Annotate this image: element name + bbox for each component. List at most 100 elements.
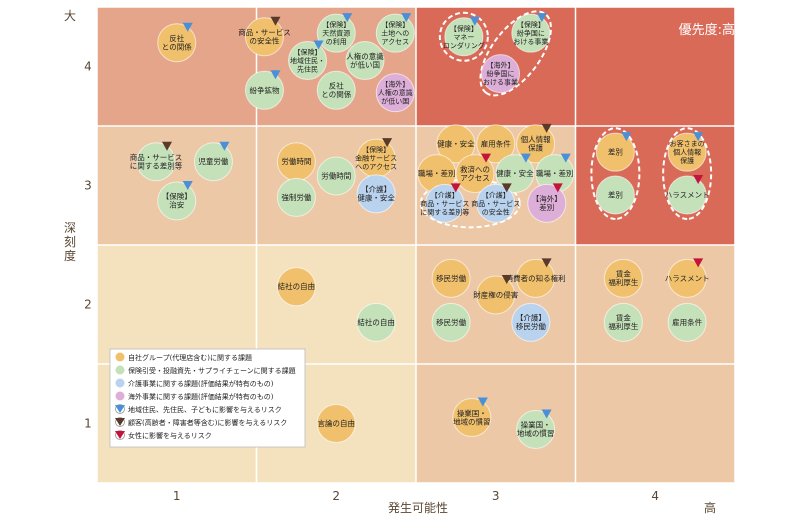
risk-bubble: 【海外】差別 <box>527 183 567 223</box>
bubble-label: 先住民 <box>297 65 318 74</box>
bubble-label: 差別 <box>608 190 623 200</box>
risk-triangle-marker <box>270 70 281 80</box>
bubble-circle <box>431 302 471 342</box>
bubble-circle <box>375 13 415 53</box>
legend: 自社グループ(代理店含む)に関する課題保険引受・投融資先・サプライチェーンに関す… <box>109 348 306 448</box>
risk-triangle-marker <box>481 153 492 163</box>
bubble-label: 【海外】 <box>487 61 515 70</box>
legend-label: 海外事業に関する課題(評価結果が特有のもの) <box>128 392 274 401</box>
risk-triangle-marker <box>182 22 193 32</box>
risk-triangle-marker <box>182 180 193 190</box>
bubble-label: 地域の慣習 <box>517 428 555 438</box>
bubble-label: 【保険】 <box>162 192 192 201</box>
dashed-group-outline <box>662 127 713 221</box>
risk-triangle-marker <box>162 141 173 151</box>
bubble-label: 移民労働 <box>436 317 466 327</box>
bubble-label: 消費者の知る権利 <box>506 273 566 283</box>
bubble-label: 【介護】 <box>361 184 391 194</box>
y-tick-label: 3 <box>84 179 92 193</box>
risk-bubble: 財産権の侵害 <box>473 274 519 315</box>
bubble-label: 商品・サービス <box>471 199 520 208</box>
bubble-label: 保護 <box>528 143 543 153</box>
risk-triangle-marker <box>477 397 488 407</box>
bubble-label: の安全性 <box>249 36 279 46</box>
bubble-label: 差別 <box>608 147 623 157</box>
legend-label: 顧客(高齢者・障害者等含む)に影響を与えるリスク <box>128 418 287 427</box>
risk-bubble: 差別 <box>595 132 635 172</box>
bubble-circle <box>193 142 233 182</box>
bubble-circle <box>455 154 495 194</box>
bubble-label: おける事業 <box>513 37 548 46</box>
bubble-label: 健康・安全 <box>357 193 395 203</box>
bubble-label: 【海外】 <box>532 194 562 204</box>
bubble-circle <box>595 175 635 215</box>
risk-bubble: 言論の自由 <box>316 404 356 443</box>
bubble-label: に関する差別等 <box>420 207 469 216</box>
bubble-label: 商品・サービス <box>238 27 291 37</box>
bubble-circle <box>516 258 556 298</box>
risk-triangle-marker <box>401 13 412 23</box>
risk-bubble: 操業国・地域の慣習 <box>452 397 492 438</box>
bubble-label: に関する差別等 <box>130 160 183 170</box>
bubble-label: の利用 <box>326 37 347 46</box>
risk-triangle-marker <box>469 16 480 26</box>
risk-bubble: ハラスメント <box>665 175 710 215</box>
legend-label: 女性に影響を与えるリスク <box>128 431 212 440</box>
bubble-label: おける事業 <box>483 78 518 87</box>
legend-marker <box>115 391 125 401</box>
risk-triangle-marker <box>693 258 704 268</box>
bubble-label: 人権の意識 <box>378 88 413 97</box>
bubble-label: 【海外】 <box>381 80 409 89</box>
bubble-label: 人権の意識 <box>346 51 384 61</box>
zone-cell <box>575 7 735 126</box>
bubble-circle <box>511 13 551 53</box>
risk-triangle-marker <box>450 183 461 193</box>
x-tick-label: 4 <box>651 489 659 503</box>
bubble-label: 【保険】 <box>517 20 545 29</box>
bubble-circle <box>527 183 567 223</box>
bubble-circle <box>316 70 356 110</box>
risk-triangle-marker <box>382 138 393 148</box>
bubble-circle <box>276 177 316 217</box>
risk-bubble: 児童労働 <box>193 141 233 182</box>
bubble-label: 【介護】 <box>516 313 546 323</box>
dashed-group-outline <box>590 127 641 221</box>
legend-label: 保険引受・投融資先・サプライチェーンに関する課題 <box>128 366 296 375</box>
bubble-label: 【介護】 <box>482 190 510 199</box>
bubble-label: 個人情報 <box>673 148 701 157</box>
bubble-circle <box>667 258 707 298</box>
bubble-circle <box>316 404 356 443</box>
bubble-label: 【保険】 <box>362 145 390 154</box>
zone-cell <box>97 245 257 364</box>
x-tick-label: 2 <box>332 489 340 503</box>
y-axis-ticks: 1 2 3 4 <box>84 60 92 431</box>
bubble-label: 児童労働 <box>198 156 228 166</box>
risk-bubble: 労働時間 <box>276 142 316 182</box>
bubble-label: 移民労働 <box>436 273 466 283</box>
zone-cell <box>575 245 735 364</box>
bubble-circle <box>452 398 492 438</box>
risk-bubble: 【介護】移民労働 <box>511 302 551 342</box>
bubble-circle <box>157 181 197 221</box>
risk-triangle-marker <box>219 141 230 151</box>
risk-triangle-marker <box>560 153 571 163</box>
risk-triangle-marker <box>536 13 547 23</box>
risk-bubble: 【保険】地域住民・先住民 <box>288 40 328 81</box>
risk-triangle-marker <box>342 13 353 23</box>
bubble-circle <box>288 41 328 81</box>
bubble-label: ロンダリング <box>443 41 485 50</box>
bubble-circle <box>495 154 535 194</box>
risk-triangle-marker <box>270 16 281 26</box>
bubble-circle <box>476 275 516 315</box>
risk-bubble: 差別 <box>595 175 635 215</box>
y-axis-title-char: 刻 <box>64 235 76 249</box>
risk-triangle-marker <box>693 175 704 185</box>
y-axis-title-char: 深 <box>64 221 76 235</box>
risk-bubble: 職場・差別 <box>535 153 575 194</box>
